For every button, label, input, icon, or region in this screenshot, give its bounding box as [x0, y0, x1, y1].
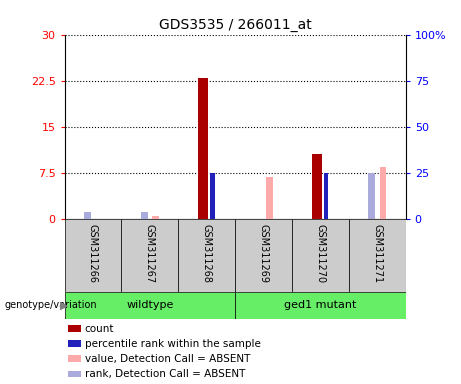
Text: ▶: ▶	[60, 300, 69, 310]
Text: GSM311270: GSM311270	[315, 224, 325, 283]
Text: genotype/variation: genotype/variation	[5, 300, 97, 310]
Bar	[235, 292, 406, 319]
Text: count: count	[85, 323, 114, 334]
Bar	[121, 219, 178, 292]
Bar	[235, 219, 292, 292]
Title: GDS3535 / 266011_at: GDS3535 / 266011_at	[159, 18, 312, 32]
Bar	[68, 325, 81, 332]
Bar	[379, 167, 386, 219]
Bar	[65, 292, 235, 319]
Bar	[178, 219, 235, 292]
Text: GSM311269: GSM311269	[259, 224, 269, 283]
Bar	[152, 216, 159, 219]
Bar	[68, 371, 81, 377]
Bar	[349, 219, 406, 292]
Text: GSM311267: GSM311267	[145, 224, 155, 283]
Text: wildtype: wildtype	[126, 300, 173, 310]
Bar	[84, 212, 91, 219]
Text: ged1 mutant: ged1 mutant	[284, 300, 356, 310]
Bar	[65, 219, 121, 292]
Bar	[141, 212, 148, 219]
Text: value, Detection Call = ABSENT: value, Detection Call = ABSENT	[85, 354, 250, 364]
Text: GSM311266: GSM311266	[88, 224, 98, 283]
Text: GSM311271: GSM311271	[372, 224, 382, 283]
Bar	[324, 173, 328, 219]
Bar	[266, 177, 272, 219]
Text: percentile rank within the sample: percentile rank within the sample	[85, 339, 261, 349]
Bar	[292, 219, 349, 292]
Bar	[210, 173, 215, 219]
Bar	[198, 78, 208, 219]
Bar	[368, 173, 375, 219]
Text: GSM311268: GSM311268	[201, 224, 212, 283]
Bar	[312, 154, 322, 219]
Text: rank, Detection Call = ABSENT: rank, Detection Call = ABSENT	[85, 369, 245, 379]
Bar	[68, 340, 81, 347]
Bar	[68, 355, 81, 362]
